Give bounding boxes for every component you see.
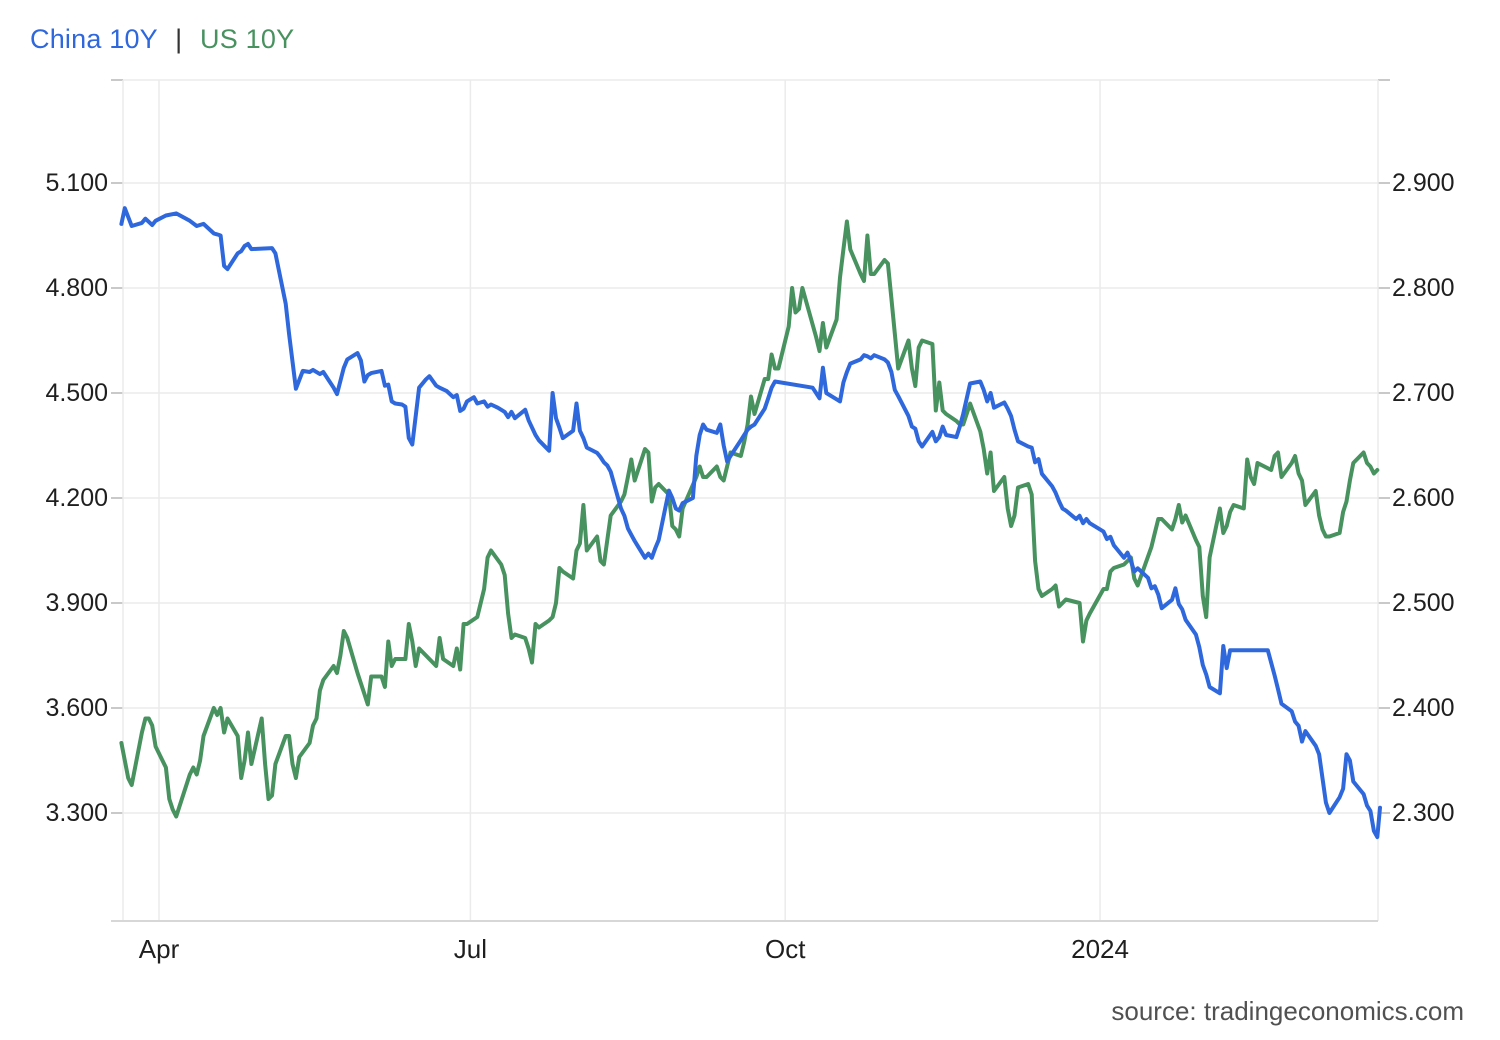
left-axis-tick-label: 5.100 [45,169,108,197]
left-axis-tick-label: 4.200 [45,484,108,512]
right-axis-tick-label: 2.600 [1392,484,1455,512]
left-axis-tick-label: 3.600 [45,694,108,722]
x-axis-tick-label: Jul [453,934,488,964]
us-10y-line[interactable] [119,219,1380,819]
china-10y-line[interactable] [119,206,1382,840]
legend-china-10y[interactable]: China 10Y [30,24,158,54]
right-axis-tick-label: 2.900 [1392,169,1455,197]
right-axis-tick-label: 2.800 [1392,274,1455,302]
right-axis-tick-label: 2.500 [1392,589,1455,617]
left-axis-tick-label: 3.900 [45,589,108,617]
x-axis-tick-label: Apr [138,934,180,964]
x-axis-tick-label: Oct [764,934,806,964]
chart-legend: China 10Y | US 10Y [30,24,294,55]
right-axis-tick-label: 2.700 [1392,379,1455,407]
right-axis-tick-label: 2.400 [1392,694,1455,722]
legend-separator: | [175,24,183,54]
source-credit: source: tradingeconomics.com [1111,996,1464,1026]
left-axis-tick-label: 3.300 [45,799,108,827]
x-axis-tick-label: 2024 [1071,934,1129,964]
right-axis-tick-label: 2.300 [1392,799,1455,827]
left-axis-tick-label: 4.500 [45,379,108,407]
legend-us-10y[interactable]: US 10Y [200,24,295,54]
left-axis-tick-label: 4.800 [45,274,108,302]
